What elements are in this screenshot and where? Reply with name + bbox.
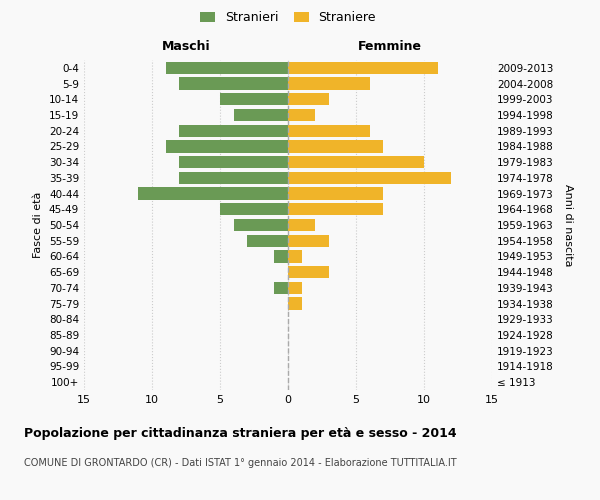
Bar <box>288 109 315 121</box>
Text: COMUNE DI GRONTARDO (CR) - Dati ISTAT 1° gennaio 2014 - Elaborazione TUTTITALIA.: COMUNE DI GRONTARDO (CR) - Dati ISTAT 1°… <box>24 458 457 468</box>
Bar <box>288 188 383 200</box>
Bar <box>288 266 329 278</box>
Bar <box>288 156 424 168</box>
Y-axis label: Anni di nascita: Anni di nascita <box>563 184 573 266</box>
Bar <box>288 62 437 74</box>
Bar <box>274 250 288 262</box>
Bar <box>179 172 288 184</box>
Bar <box>288 78 370 90</box>
Bar <box>288 298 302 310</box>
Bar <box>166 140 288 152</box>
Bar <box>233 219 288 231</box>
Bar <box>288 203 383 215</box>
Bar <box>288 282 302 294</box>
Bar <box>288 219 315 231</box>
Bar <box>233 109 288 121</box>
Bar <box>166 62 288 74</box>
Bar <box>220 93 288 106</box>
Bar <box>220 203 288 215</box>
Bar <box>179 78 288 90</box>
Bar <box>288 172 451 184</box>
Bar <box>288 124 370 137</box>
Bar <box>288 93 329 106</box>
Text: Maschi: Maschi <box>161 40 211 52</box>
Legend: Stranieri, Straniere: Stranieri, Straniere <box>197 8 379 26</box>
Bar <box>179 124 288 137</box>
Text: Popolazione per cittadinanza straniera per età e sesso - 2014: Popolazione per cittadinanza straniera p… <box>24 428 457 440</box>
Bar <box>288 140 383 152</box>
Bar <box>288 250 302 262</box>
Bar <box>274 282 288 294</box>
Bar <box>247 234 288 247</box>
Y-axis label: Fasce di età: Fasce di età <box>34 192 43 258</box>
Bar <box>139 188 288 200</box>
Text: Femmine: Femmine <box>358 40 422 52</box>
Bar <box>179 156 288 168</box>
Bar <box>288 234 329 247</box>
